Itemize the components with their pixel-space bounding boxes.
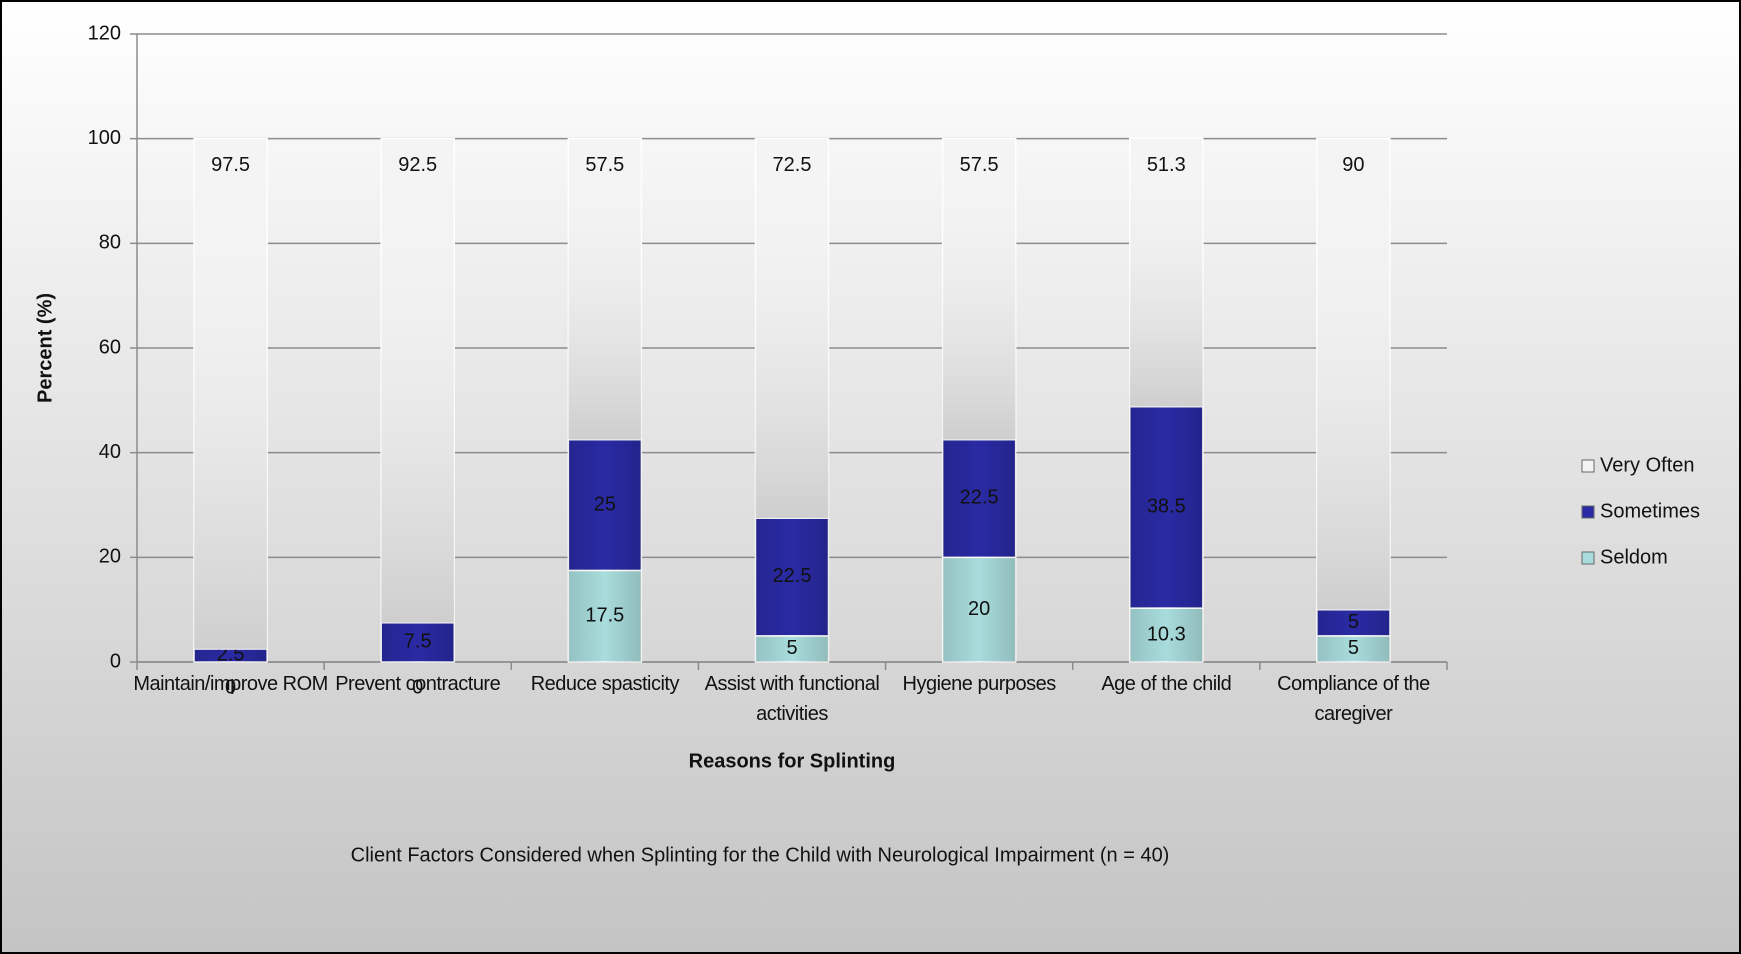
bar-shade <box>568 570 642 662</box>
data-label: 57.5 <box>960 154 999 176</box>
data-label: 22.5 <box>773 565 812 587</box>
bar-shade <box>942 138 1016 440</box>
y-tick-label: 60 <box>99 336 121 358</box>
bar-shade <box>381 622 455 662</box>
bar-shade <box>194 138 268 649</box>
data-label: 57.5 <box>585 154 624 176</box>
bar-shade <box>568 439 642 571</box>
chart-title: Client Factors Considered when Splinting… <box>351 844 1170 866</box>
bar-shade <box>1316 138 1390 610</box>
x-tick-label: Hygiene purposes <box>902 673 1057 695</box>
y-tick-label: 100 <box>88 127 121 149</box>
bar-shade <box>755 138 829 519</box>
x-tick-label-box: Reduce spasticity <box>530 673 680 695</box>
x-tick-label: Age of the child <box>1101 673 1232 695</box>
x-tick-label: Maintain/improve ROM <box>133 673 328 695</box>
x-tick-label-box: Compliance of the caregiver <box>1277 673 1430 725</box>
data-label: 5 <box>1348 637 1359 659</box>
bar-shade <box>1129 138 1203 407</box>
bar-shade <box>1316 609 1390 636</box>
legend-swatch <box>1581 551 1595 565</box>
x-tick-label-box: Age of the child <box>1101 673 1232 695</box>
data-label: 90 <box>1342 154 1364 176</box>
y-tick-label: 80 <box>99 232 121 254</box>
legend-label: Sometimes <box>1600 500 1700 522</box>
y-tick-label: 20 <box>99 546 121 568</box>
data-label: 97.5 <box>211 154 250 176</box>
legend-label: Seldom <box>1600 546 1668 568</box>
bar-shade <box>194 648 268 662</box>
bar-shade <box>1129 608 1203 662</box>
x-tick-label-box: Maintain/improve ROM <box>133 673 328 695</box>
legend-swatch <box>1581 459 1595 473</box>
y-axis-label: Percent (%) <box>34 293 56 403</box>
x-tick-label-box: Hygiene purposes <box>902 673 1057 695</box>
bar-shade <box>942 439 1016 558</box>
bar-shade <box>1129 406 1203 609</box>
y-tick-label: 0 <box>110 650 121 672</box>
data-label: 5 <box>786 637 797 659</box>
data-label: 38.5 <box>1147 496 1186 518</box>
data-label: 0 <box>225 676 236 698</box>
x-tick-label: Prevent contracture <box>335 673 501 695</box>
legend-swatch <box>1581 505 1595 519</box>
data-label: 22.5 <box>960 487 999 509</box>
x-tick-label: Assist with functional activities <box>704 673 880 725</box>
x-axis-label: Reasons for Splinting <box>689 750 896 772</box>
legend-label: Very Often <box>1600 454 1695 476</box>
data-label: 20 <box>968 598 990 620</box>
data-label: 72.5 <box>773 154 812 176</box>
y-tick-label: 40 <box>99 441 121 463</box>
y-tick-label: 120 <box>88 22 121 44</box>
x-tick-label-box: Assist with functional activities <box>704 673 880 725</box>
bar-shade <box>381 138 455 623</box>
data-label: 7.5 <box>404 631 432 653</box>
x-tick-label-box: Prevent contracture <box>335 673 501 695</box>
x-tick-label: Reduce spasticity <box>530 673 680 695</box>
data-label: 25 <box>594 493 616 515</box>
bar-shade <box>568 138 642 440</box>
bar-shade <box>755 635 829 662</box>
data-label: 17.5 <box>585 604 624 626</box>
data-label: 92.5 <box>398 154 437 176</box>
bar-shade <box>755 518 829 636</box>
x-tick-label: Compliance of the caregiver <box>1277 673 1430 725</box>
bar-shade <box>942 557 1016 662</box>
data-label: 5 <box>1348 611 1359 633</box>
data-label: 10.3 <box>1147 623 1186 645</box>
data-label: 51.3 <box>1147 154 1186 176</box>
data-label: 0 <box>412 676 423 698</box>
bar-shade <box>1316 635 1390 662</box>
